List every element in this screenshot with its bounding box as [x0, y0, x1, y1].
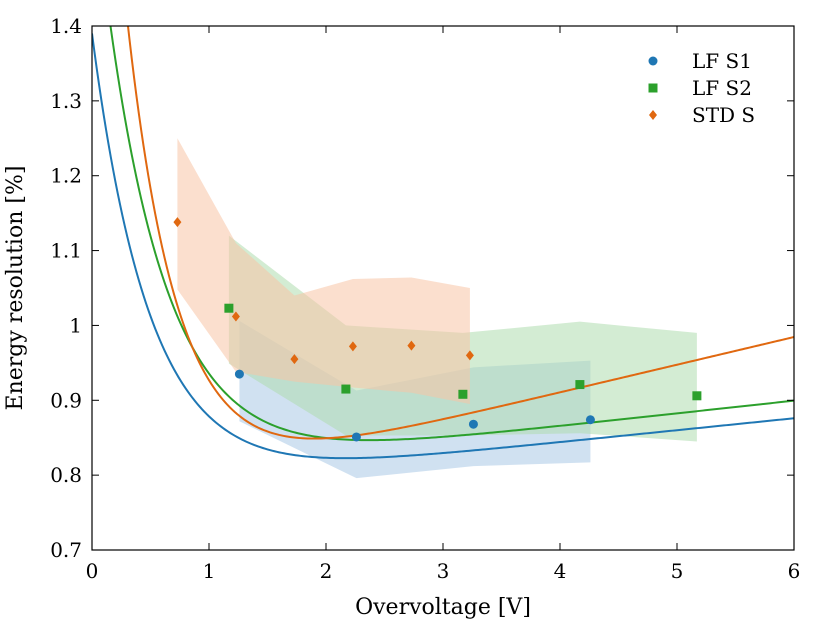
data-point-lf-s2: [575, 380, 585, 390]
y-tick-label: 1.2: [50, 164, 82, 188]
data-point-std-s: [290, 354, 299, 365]
data-point-std-s: [465, 350, 474, 361]
legend-label-std-s: STD S: [692, 103, 755, 127]
legend-label-lf-s1: LF S1: [692, 49, 752, 73]
data-point-lf-s2: [224, 303, 234, 313]
y-tick-label: 1.3: [50, 89, 82, 113]
fit-curve-lf-s1: [92, 33, 794, 460]
legend-label-lf-s2: LF S2: [692, 76, 752, 100]
data-point-lf-s1: [585, 415, 595, 425]
x-tick-label: 4: [554, 559, 567, 583]
y-axis-ticks: 0.7 0.8 0.9 1 1.1 1.2 1.3 1.4: [50, 14, 794, 562]
data-point-std-s: [231, 311, 240, 322]
legend: LF S1 LF S2 STD S: [648, 49, 755, 127]
legend-marker-lf-s1: [648, 56, 658, 66]
plot-region: [92, 26, 794, 460]
data-point-std-s: [407, 340, 416, 351]
y-tick-label: 1.4: [50, 14, 82, 38]
data-point-lf-s2: [458, 389, 468, 399]
fit-curves: [92, 26, 794, 460]
y-tick-label: 0.7: [50, 538, 82, 562]
x-tick-label: 6: [788, 559, 801, 583]
legend-marker-std-s: [649, 110, 657, 120]
y-axis-title: Energy resolution [%]: [3, 166, 28, 411]
data-point-std-s: [348, 341, 357, 352]
data-point-lf-s2: [341, 384, 351, 394]
x-axis-ticks: 0 1 2 3 4 5 6: [86, 26, 801, 583]
fit-curve-lf-s2: [109, 26, 794, 442]
x-tick-label: 5: [671, 559, 684, 583]
y-tick-label: 0.9: [50, 388, 82, 412]
band-std-s: [177, 138, 470, 405]
x-tick-label: 2: [320, 559, 333, 583]
legend-marker-lf-s2: [648, 83, 658, 93]
x-tick-label: 3: [437, 559, 450, 583]
data-point-lf-s1: [468, 419, 478, 429]
data-point-std-s: [173, 217, 182, 228]
y-tick-label: 0.8: [50, 463, 82, 487]
data-points: [173, 217, 702, 442]
data-point-lf-s1: [234, 369, 244, 379]
x-tick-label: 0: [86, 559, 99, 583]
data-point-lf-s1: [351, 432, 361, 442]
fit-curve-std-s: [126, 26, 794, 440]
x-axis-title: Overvoltage [V]: [355, 595, 531, 620]
y-tick-label: 1.1: [50, 239, 82, 263]
x-tick-label: 1: [203, 559, 216, 583]
y-tick-label: 1: [69, 313, 82, 337]
data-point-lf-s2: [692, 391, 702, 401]
